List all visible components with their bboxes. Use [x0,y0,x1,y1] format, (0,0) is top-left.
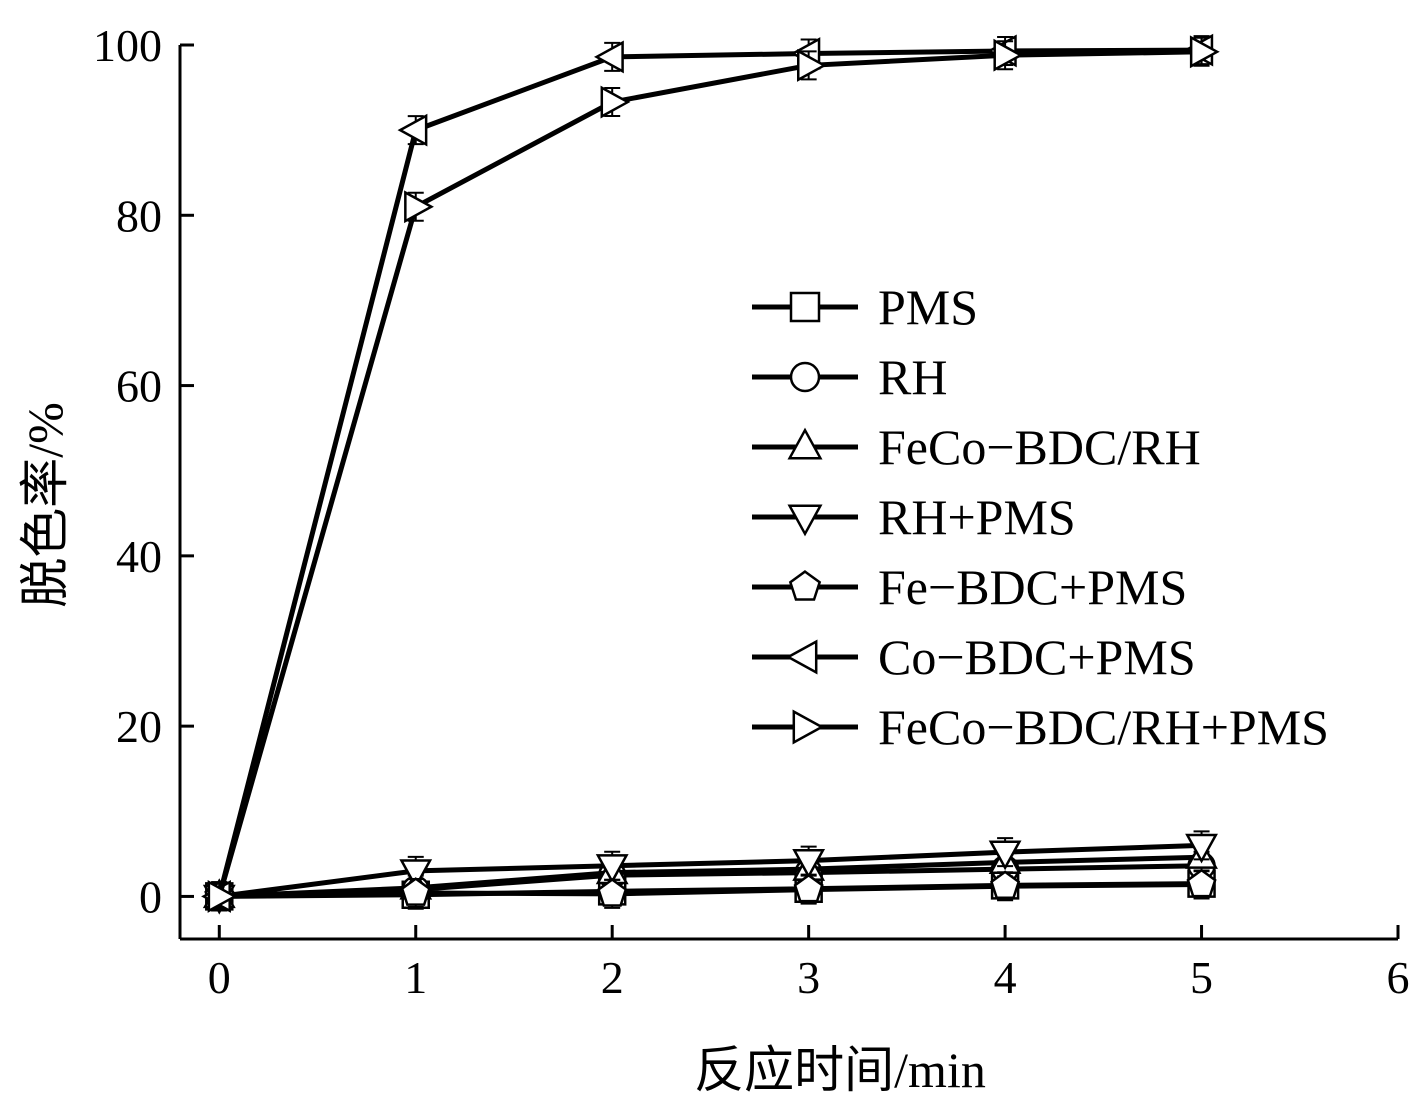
legend-item: PMS [752,279,978,335]
legend-marker [788,570,822,601]
data-point [988,840,1022,871]
x-axis-label: 反应时间/min [694,1042,986,1098]
legend-label: PMS [878,279,978,335]
legend-marker [787,504,823,537]
x-tick-label: 6 [1387,952,1410,1003]
series-line [218,842,1202,899]
legend-marker [789,291,821,323]
x-tick-label: 5 [1190,952,1213,1003]
data-point [990,870,1021,900]
data-point [399,859,433,890]
legend-label: RH [878,349,947,405]
data-point [404,190,434,224]
legend-label: RH+PMS [878,489,1076,545]
data-point [793,873,824,903]
data-point [594,40,624,74]
x-tick-label: 0 [208,952,231,1003]
y-tick-label: 80 [116,190,162,241]
data-point [792,849,826,879]
data-point [207,880,238,913]
series-line [216,47,1202,898]
legend-marker [787,427,823,460]
data-point [1185,833,1218,864]
x-tick-label: 1 [404,952,427,1003]
legend-item: FeCo−BDC/RH [752,419,1201,475]
data-point [1186,868,1217,898]
series-line [219,882,1202,899]
data-point [796,49,827,82]
y-axis-label: 脱色率/% [17,402,73,608]
y-tick-label: 40 [116,531,162,582]
legend-item: RH+PMS [752,489,1076,545]
data-point [400,877,431,906]
legend-item: Fe−BDC+PMS [752,559,1187,615]
data-point [600,85,631,119]
data-point [993,38,1024,72]
legend-item: Co−BDC+PMS [752,629,1196,685]
series-line [219,854,1202,899]
legend-label: Fe−BDC+PMS [878,559,1187,615]
x-tick-label: 2 [601,952,624,1003]
data-point [595,854,629,884]
y-tick-label: 0 [139,871,162,922]
legend-item: FeCo−BDC/RH+PMS [752,699,1329,755]
legend-marker [785,639,818,675]
data-point [397,113,428,147]
legend-marker [789,361,821,393]
y-tick-label: 100 [93,20,162,71]
series-line [216,49,1202,898]
y-tick-label: 60 [116,361,162,412]
axes: 0 20 40 60 80 100 0 1 2 3 4 5 6 [93,20,1410,1003]
legend-item: RH [752,349,947,405]
data-point [1189,35,1220,69]
x-tick-label: 3 [797,952,820,1003]
series-feco-bdc-rh-pms [207,35,1220,913]
series-layer [201,33,1220,915]
y-tick-label: 20 [116,701,162,752]
legend-marker [792,709,825,745]
x-tick-label: 4 [994,952,1017,1003]
legend-label: FeCo−BDC/RH+PMS [878,699,1329,755]
legend-label: FeCo−BDC/RH [878,419,1201,475]
legend: PMS RH FeCo−BDC/RH RH+PMS Fe−BDC+PMS Co−BDC+P… [752,279,1329,755]
legend-label: Co−BDC+PMS [878,629,1196,685]
data-point [597,878,628,907]
